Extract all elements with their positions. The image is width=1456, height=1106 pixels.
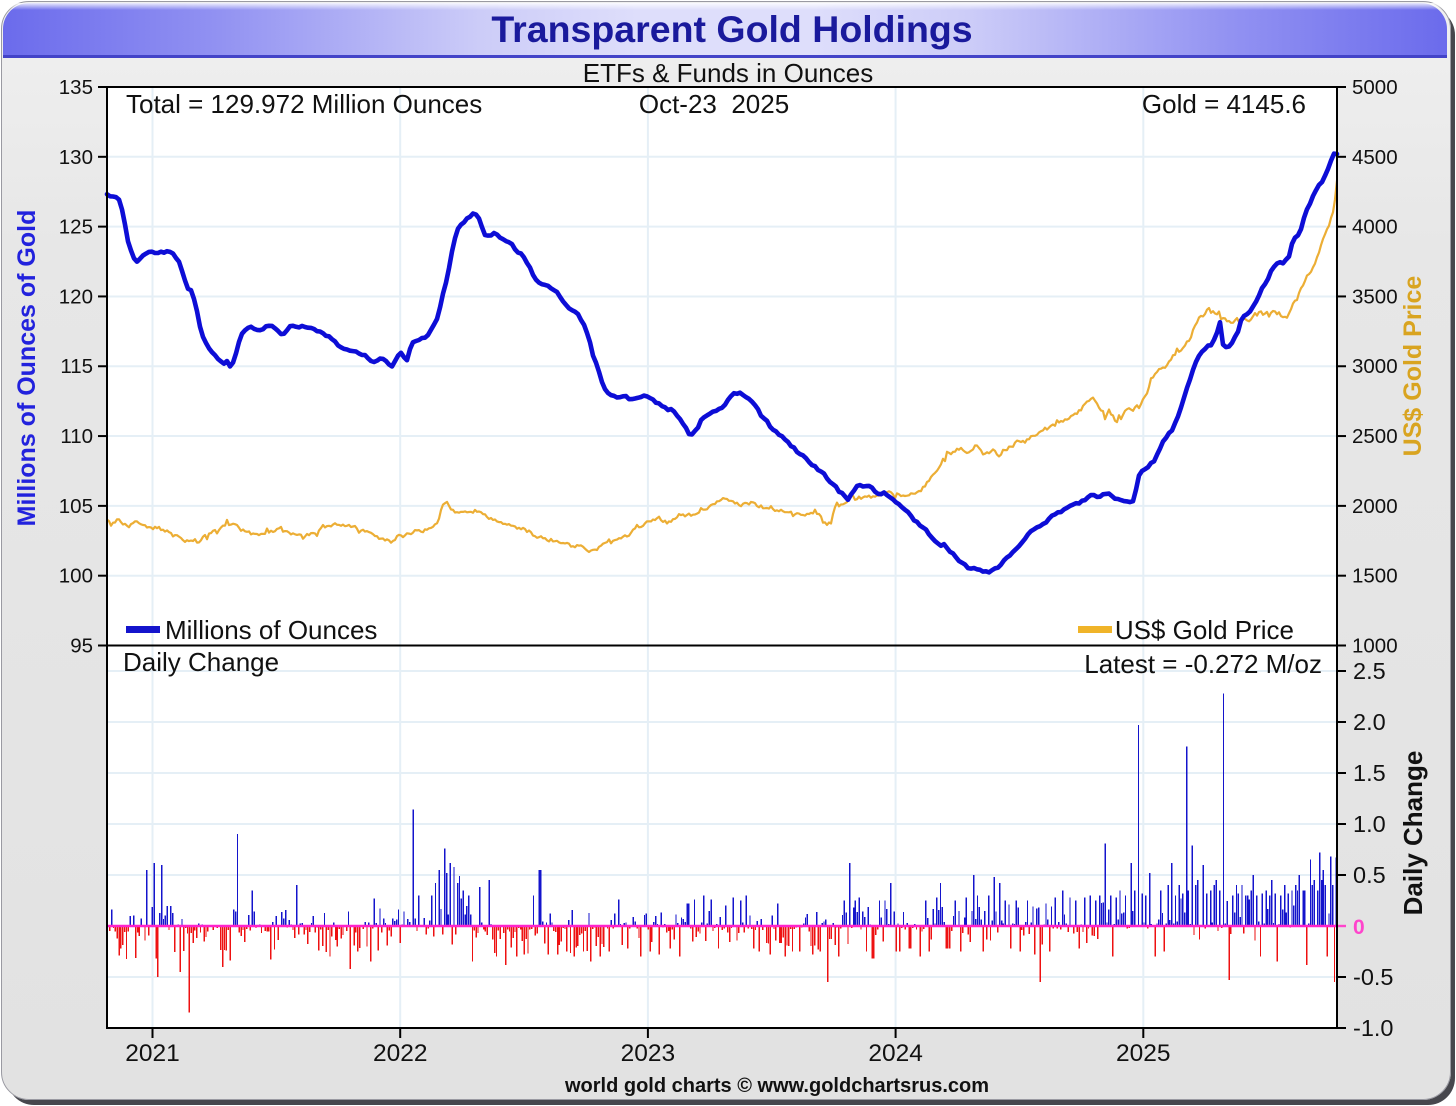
svg-text:Daily Change: Daily Change bbox=[123, 647, 279, 677]
svg-text:1500: 1500 bbox=[1352, 565, 1398, 588]
svg-text:Oct-23 2025: Oct-23 2025 bbox=[639, 89, 789, 119]
svg-text:2000: 2000 bbox=[1352, 495, 1398, 518]
svg-text:1.5: 1.5 bbox=[1353, 760, 1386, 786]
svg-text:0.5: 0.5 bbox=[1353, 862, 1386, 888]
svg-text:Total = 129.972 Million Ounces: Total = 129.972 Million Ounces bbox=[126, 89, 482, 119]
svg-text:Latest = -0.272 M/oz: Latest = -0.272 M/oz bbox=[1084, 649, 1322, 679]
svg-text:125: 125 bbox=[59, 216, 93, 239]
svg-text:2021: 2021 bbox=[125, 1040, 180, 1067]
svg-text:2.0: 2.0 bbox=[1353, 709, 1386, 735]
svg-text:115: 115 bbox=[60, 355, 93, 378]
svg-text:2.5: 2.5 bbox=[1353, 658, 1386, 684]
svg-text:2500: 2500 bbox=[1352, 425, 1398, 448]
svg-text:-0.5: -0.5 bbox=[1353, 964, 1394, 990]
svg-text:110: 110 bbox=[60, 425, 93, 448]
svg-text:1000: 1000 bbox=[1352, 635, 1398, 658]
svg-text:2025: 2025 bbox=[1116, 1040, 1171, 1067]
svg-text:Millions of Ounces of Gold: Millions of Ounces of Gold bbox=[13, 210, 41, 527]
svg-text:105: 105 bbox=[59, 495, 93, 518]
svg-text:95: 95 bbox=[70, 635, 93, 658]
svg-text:Millions of Ounces: Millions of Ounces bbox=[165, 615, 377, 645]
svg-text:world gold charts © www.goldch: world gold charts © www.goldchartsrus.co… bbox=[564, 1075, 989, 1097]
svg-text:0: 0 bbox=[1353, 916, 1365, 939]
svg-text:Daily Change: Daily Change bbox=[1398, 751, 1428, 916]
svg-text:-1.0: -1.0 bbox=[1353, 1015, 1394, 1041]
svg-text:120: 120 bbox=[59, 285, 93, 308]
svg-text:100: 100 bbox=[59, 565, 93, 588]
svg-text:2024: 2024 bbox=[868, 1040, 923, 1067]
svg-text:4500: 4500 bbox=[1352, 146, 1398, 169]
svg-text:1.0: 1.0 bbox=[1353, 811, 1386, 837]
svg-text:US$ Gold Price: US$ Gold Price bbox=[1115, 615, 1294, 645]
svg-text:2022: 2022 bbox=[373, 1040, 428, 1067]
svg-text:3000: 3000 bbox=[1352, 355, 1398, 378]
svg-text:3500: 3500 bbox=[1352, 285, 1398, 308]
svg-text:2023: 2023 bbox=[621, 1040, 676, 1067]
svg-text:135: 135 bbox=[59, 76, 93, 99]
svg-text:Gold = 4145.6: Gold = 4145.6 bbox=[1142, 89, 1306, 119]
svg-text:5000: 5000 bbox=[1352, 76, 1398, 99]
svg-text:US$ Gold Price: US$ Gold Price bbox=[1399, 276, 1427, 457]
svg-text:4000: 4000 bbox=[1352, 216, 1398, 239]
svg-text:130: 130 bbox=[59, 146, 93, 169]
